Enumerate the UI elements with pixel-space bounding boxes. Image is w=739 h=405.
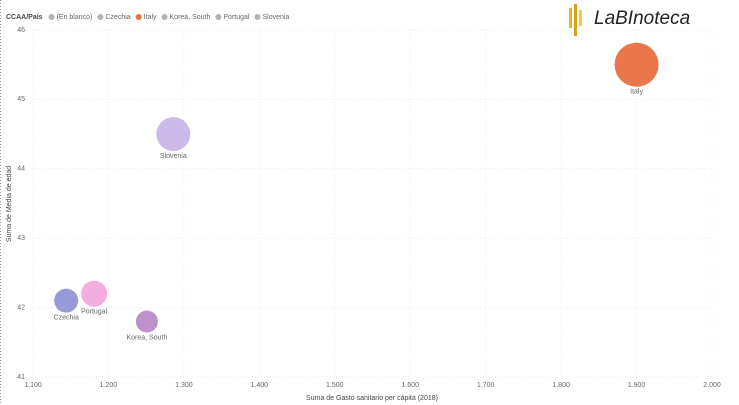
legend-label: Slovenia xyxy=(262,14,289,21)
legend-label: (En blanco) xyxy=(57,14,93,21)
x-tick-label: 1.700 xyxy=(477,382,495,389)
x-tick-label: 1.500 xyxy=(326,382,344,389)
y-tick-label: 41 xyxy=(17,374,25,381)
y-axis-title: Suma de Media de edad xyxy=(6,166,13,242)
x-tick-label: 1.100 xyxy=(24,382,42,389)
y-tick-label: 44 xyxy=(17,166,25,173)
data-label: Czechia xyxy=(54,315,79,322)
bubble xyxy=(614,42,659,87)
logo: LaBInoteca xyxy=(569,4,690,36)
legend-marker xyxy=(161,14,168,20)
y-tick-label: 45 xyxy=(17,96,25,103)
data-label: Korea, South xyxy=(126,334,167,341)
logo-bar xyxy=(574,4,577,36)
legend-marker xyxy=(215,14,222,20)
data-label: Portugal xyxy=(81,309,108,316)
legend-marker xyxy=(135,14,142,20)
legend-marker xyxy=(48,14,55,20)
x-tick-label: 1.900 xyxy=(628,382,646,389)
bubble xyxy=(156,117,191,152)
logo-text: LaBInoteca xyxy=(594,8,690,29)
logo-bar xyxy=(579,10,582,26)
bubble xyxy=(81,280,108,307)
legend-label: Czechia xyxy=(105,14,130,21)
y-tick-label: 46 xyxy=(17,27,25,34)
x-tick-label: 1.200 xyxy=(100,382,118,389)
legend-marker xyxy=(254,14,261,20)
legend-marker xyxy=(97,14,104,20)
y-tick-label: 43 xyxy=(17,235,25,242)
logo-bar xyxy=(569,8,572,28)
x-axis-title: Suma de Gasto sanitario per cápita (2018… xyxy=(306,395,438,402)
legend-label: Portugal xyxy=(223,14,250,21)
x-tick-label: 1.400 xyxy=(251,382,269,389)
x-tick-label: 2.000 xyxy=(703,382,721,389)
legend-label: Italy xyxy=(144,14,157,21)
y-tick-label: 42 xyxy=(17,304,25,311)
legend-label: Korea, South xyxy=(170,14,211,21)
data-label: Italy xyxy=(630,89,643,96)
bubble xyxy=(135,310,158,333)
x-tick-label: 1.600 xyxy=(401,382,419,389)
x-tick-label: 1.300 xyxy=(175,382,193,389)
x-tick-label: 1.800 xyxy=(552,382,570,389)
bubble xyxy=(54,288,79,313)
data-label: Slovenia xyxy=(160,153,187,160)
legend-title: CCAA/País xyxy=(6,14,43,21)
